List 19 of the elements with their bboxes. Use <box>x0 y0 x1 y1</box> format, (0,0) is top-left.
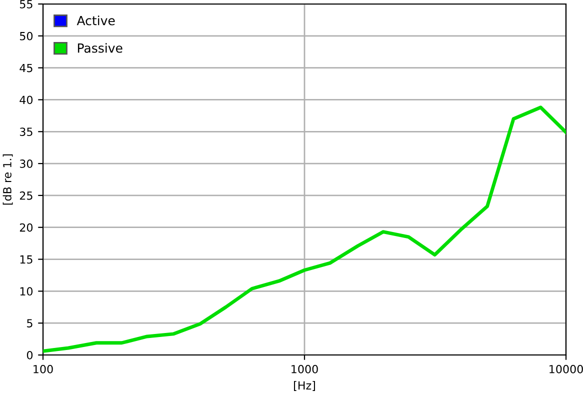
y-tick-label: 10 <box>20 287 33 296</box>
y-tick-label: 0 <box>26 350 33 360</box>
y-tick-label: 45 <box>20 64 32 72</box>
x-tick-label: 100 <box>34 364 53 374</box>
x-tick-label: 1000 <box>292 364 318 374</box>
y-tick-label: 55 <box>20 0 32 8</box>
y-tick-label: 30 <box>20 160 33 168</box>
legend-label: Active <box>76 16 115 26</box>
y-tick-label: 20 <box>20 223 33 232</box>
y-tick-label: 50 <box>20 32 33 40</box>
y-tick-label: 15 <box>20 255 32 264</box>
legend-label: Passive <box>78 43 122 53</box>
y-tick-label: 25 <box>20 191 32 200</box>
y-tick-label: 35 <box>20 128 32 136</box>
x-tick-label: 10000 <box>550 364 583 374</box>
y-axis-title: [dB re 1.] <box>2 154 13 205</box>
y-tick-label: 40 <box>20 96 33 104</box>
y-tick-label: 5 <box>27 319 32 328</box>
x-axis-title: [Hz] <box>294 381 315 391</box>
